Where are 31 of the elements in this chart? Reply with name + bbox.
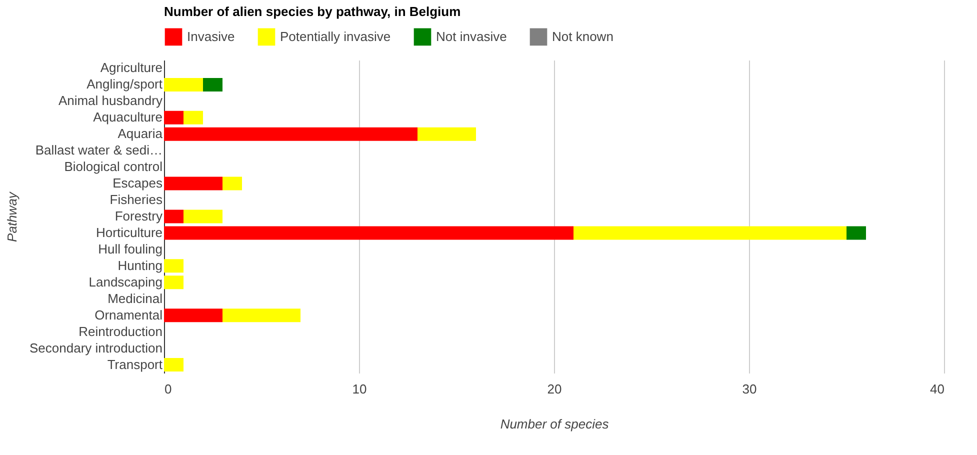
y-tick-label: Aquaculture bbox=[93, 110, 162, 125]
chart-title: Number of alien species by pathway, in Belgium bbox=[164, 4, 461, 19]
legend-label: Not invasive bbox=[436, 28, 507, 44]
y-tick-label: Fisheries bbox=[110, 192, 163, 208]
x-tick-label: 40 bbox=[930, 382, 944, 396]
x-axis-title: Number of species bbox=[500, 416, 610, 432]
y-tick-label: Biological control bbox=[64, 159, 163, 174]
y-axis-title: Pathway bbox=[4, 190, 20, 242]
y-tick-label: Horticulture bbox=[96, 224, 162, 240]
y-tick-label: Secondary introduction bbox=[30, 340, 162, 356]
y-tick-label: Animal husbandry bbox=[58, 93, 163, 108]
x-tick-label: 30 bbox=[742, 382, 757, 396]
legend-label: Invasive bbox=[187, 28, 235, 44]
y-tick-label: Landscaping bbox=[88, 274, 162, 290]
y-tick-label: Reintroduction bbox=[78, 324, 162, 339]
y-tick-label: Hunting bbox=[118, 258, 162, 273]
y-tick-label: Escapes bbox=[112, 176, 163, 191]
legend-label: Not known bbox=[552, 28, 614, 44]
y-tick-label: Transport bbox=[107, 356, 163, 372]
y-tick-label: Ornamental bbox=[94, 307, 163, 322]
x-tick-label: 0 bbox=[164, 382, 172, 396]
x-tick-label: 20 bbox=[547, 382, 562, 396]
y-tick-label: Hull fouling bbox=[98, 241, 162, 256]
x-tick-label: 10 bbox=[352, 382, 367, 396]
y-tick-label: Medicinal bbox=[108, 290, 163, 306]
y-tick-label: Ballast water & sedi… bbox=[35, 142, 162, 158]
y-tick-label: Forestry bbox=[114, 208, 163, 224]
y-tick-label: Agriculture bbox=[100, 60, 162, 76]
y-tick-label: Angling/sport bbox=[86, 76, 163, 92]
y-tick-label: Aquaria bbox=[118, 126, 164, 142]
legend-label: Potentially invasive bbox=[280, 28, 391, 44]
